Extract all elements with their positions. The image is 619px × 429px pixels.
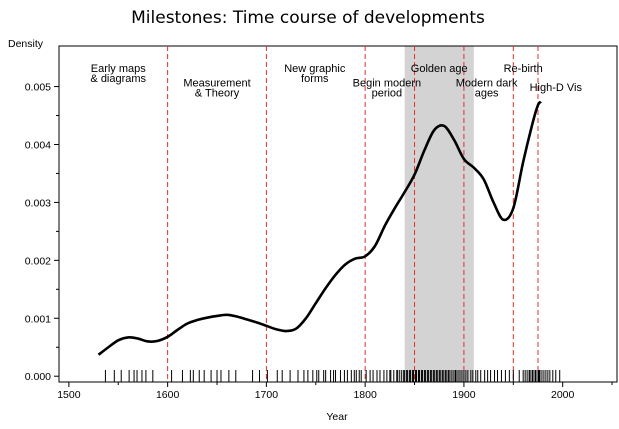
period-label: Early maps: [91, 63, 147, 75]
period-label: Measurement: [183, 78, 250, 90]
x-tick-label: 1800: [353, 389, 377, 401]
x-tick-label: 1700: [255, 389, 279, 401]
x-tick-label: 1500: [57, 389, 81, 401]
y-tick-label: 0.001: [25, 313, 51, 325]
plot-area: 0.000 0.001 0.002 0.003 0.004 0.005 1500 1600 17…: [25, 45, 618, 401]
x-tick-label: 1900: [452, 389, 476, 401]
y-tick-label: 0.005: [25, 82, 51, 94]
density-curve: [97, 100, 542, 356]
y-tick-label: 0.000: [25, 371, 51, 383]
period-label: High-D Vis: [530, 82, 583, 94]
y-tick-label: 0.003: [25, 197, 51, 209]
y-axis-label: Density: [8, 38, 44, 50]
period-label: Modern dark: [456, 78, 518, 90]
y-tick-label: 0.004: [25, 139, 51, 151]
chart-title: Milestones: Time course of developments: [131, 8, 485, 28]
period-label: forms: [301, 73, 329, 85]
period-label: Re-birth: [504, 63, 543, 75]
x-tick-label: 2000: [551, 389, 575, 401]
golden-age-band: [404, 46, 474, 382]
period-label: & diagrams: [90, 73, 146, 85]
period-label: period: [372, 88, 403, 100]
period-label: & Theory: [195, 88, 240, 100]
period-label: Begin modern: [353, 78, 422, 90]
period-label: Golden age: [411, 63, 468, 75]
plot-frame: [58, 45, 618, 383]
period-label: ages: [475, 88, 499, 100]
period-label: New graphic: [284, 63, 346, 75]
x-axis-label: Year: [326, 411, 348, 423]
x-tick-label: 1600: [156, 389, 180, 401]
y-tick-label: 0.002: [25, 255, 51, 267]
